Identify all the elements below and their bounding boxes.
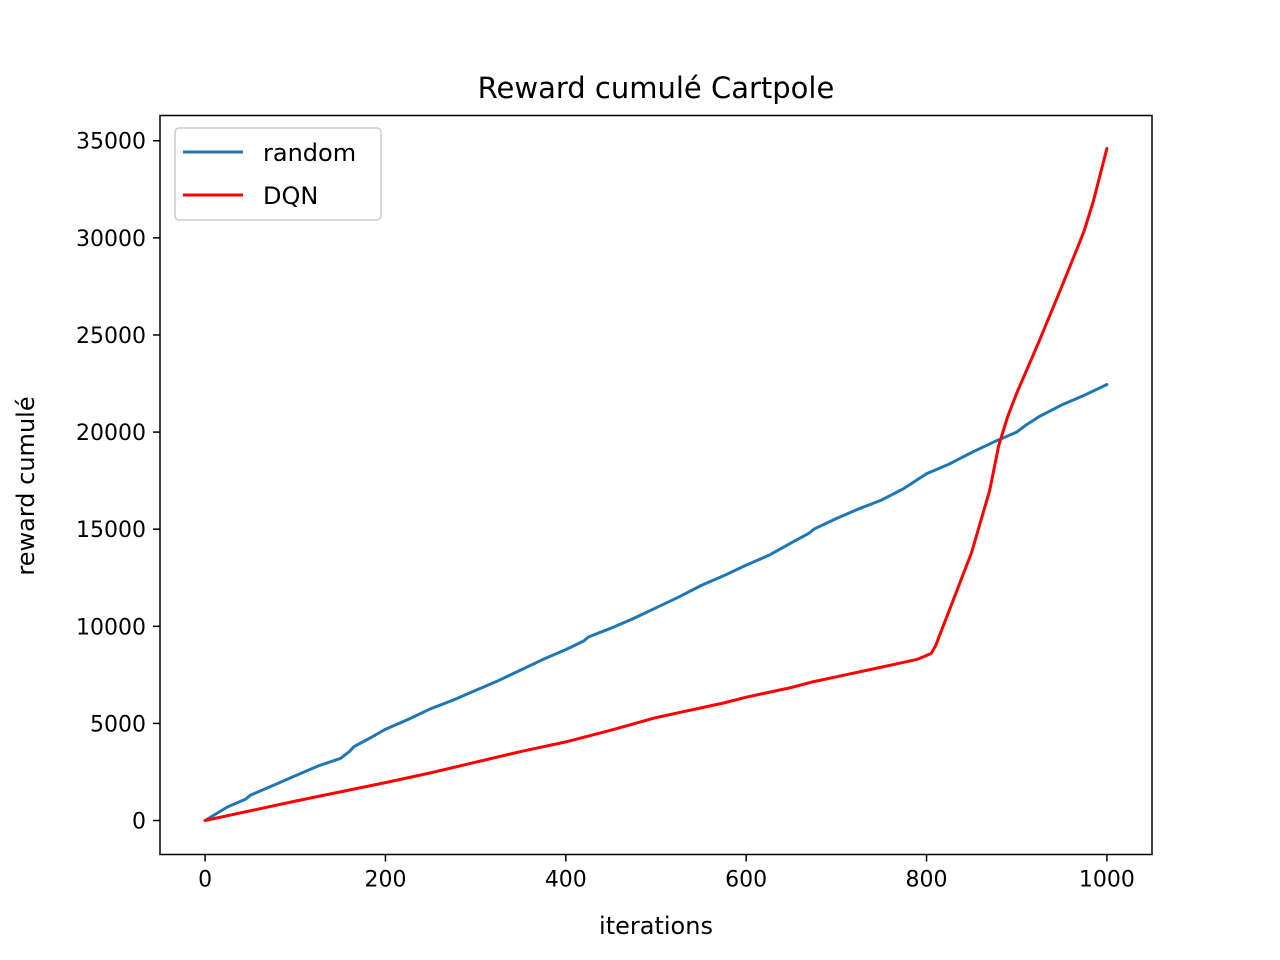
y-tick-label: 15000 <box>76 518 146 543</box>
legend: random DQN <box>174 127 382 221</box>
x-tick-label: 0 <box>198 868 212 893</box>
legend-label-random: random <box>263 139 356 167</box>
series-line-random <box>203 383 1109 822</box>
y-axis-label: reward cumulé <box>12 396 40 575</box>
x-tick-label: 400 <box>545 868 587 893</box>
x-tick-label: 1000 <box>1079 868 1135 893</box>
y-axis-ticks: 0 5000 10000 15000 20000 25000 30000 35000 <box>76 130 160 835</box>
x-axis-ticks: 0 200 400 600 800 1000 <box>198 854 1135 893</box>
x-tick-label: 200 <box>364 868 406 893</box>
x-tick-label: 600 <box>725 868 767 893</box>
y-tick-label: 30000 <box>76 227 146 252</box>
chart-title: Reward cumulé Cartpole <box>478 71 835 105</box>
y-tick-label: 35000 <box>76 130 146 155</box>
y-tick-label: 10000 <box>76 615 146 640</box>
plot-frame <box>159 114 1153 856</box>
y-tick-label: 5000 <box>90 712 146 737</box>
y-tick-label: 20000 <box>76 421 146 446</box>
y-tick-label: 0 <box>132 810 146 835</box>
x-tick-label: 800 <box>906 868 948 893</box>
plot-lines <box>203 147 1109 822</box>
series-line-dqn <box>203 147 1109 822</box>
y-tick-label: 25000 <box>76 324 146 349</box>
x-axis-label: iterations <box>599 912 713 940</box>
legend-label-dqn: DQN <box>263 182 318 210</box>
